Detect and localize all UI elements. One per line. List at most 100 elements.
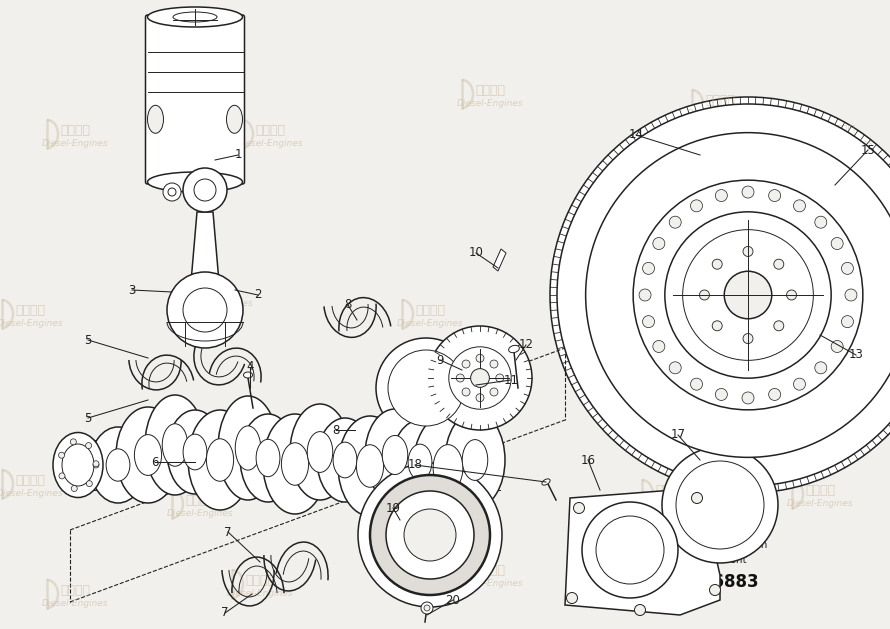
Ellipse shape: [116, 407, 180, 503]
Ellipse shape: [167, 410, 223, 494]
Text: 紫发动力: 紫发动力: [655, 484, 685, 496]
Text: Diesel-Engines: Diesel-Engines: [397, 520, 464, 528]
Ellipse shape: [281, 443, 309, 485]
Circle shape: [662, 447, 778, 563]
Ellipse shape: [226, 105, 242, 133]
Ellipse shape: [356, 445, 384, 487]
Circle shape: [168, 188, 176, 196]
Text: Diesel-Engines: Diesel-Engines: [42, 599, 109, 608]
Circle shape: [70, 439, 77, 445]
Ellipse shape: [508, 345, 520, 353]
Ellipse shape: [317, 418, 373, 502]
Circle shape: [691, 378, 702, 390]
Ellipse shape: [338, 416, 402, 516]
Text: 18: 18: [408, 459, 423, 472]
Text: Diesel-Engines: Diesel-Engines: [0, 489, 63, 499]
Text: 1056883: 1056883: [677, 573, 758, 591]
Circle shape: [550, 97, 890, 493]
Ellipse shape: [162, 424, 188, 466]
Ellipse shape: [445, 412, 505, 508]
Text: 20: 20: [446, 594, 460, 606]
Ellipse shape: [462, 440, 488, 481]
Circle shape: [635, 604, 645, 616]
Circle shape: [462, 360, 470, 368]
Text: Diesel-Engines: Diesel-Engines: [166, 509, 233, 518]
Ellipse shape: [240, 414, 296, 502]
Circle shape: [639, 289, 651, 301]
Text: 11: 11: [504, 374, 519, 386]
Circle shape: [388, 350, 464, 426]
Ellipse shape: [173, 12, 217, 22]
Circle shape: [586, 133, 890, 457]
Text: 紫发动力: 紫发动力: [645, 564, 675, 577]
Circle shape: [476, 354, 484, 362]
Circle shape: [163, 183, 181, 201]
Circle shape: [794, 200, 805, 212]
Text: 紫发动力: 紫发动力: [805, 304, 835, 316]
Text: 紫发动力: 紫发动力: [15, 304, 45, 316]
Text: Diesel-Engines: Diesel-Engines: [457, 99, 523, 108]
Circle shape: [358, 463, 502, 607]
Circle shape: [194, 179, 216, 201]
Ellipse shape: [53, 433, 103, 498]
Text: 1: 1: [234, 148, 242, 162]
Ellipse shape: [218, 396, 278, 500]
Text: 17: 17: [670, 428, 685, 442]
Circle shape: [376, 338, 476, 438]
Ellipse shape: [433, 445, 463, 491]
Circle shape: [676, 461, 764, 549]
Circle shape: [567, 593, 578, 603]
Circle shape: [692, 493, 702, 503]
Ellipse shape: [62, 444, 94, 486]
Ellipse shape: [413, 413, 483, 523]
Text: Diesel-Engines: Diesel-Engines: [787, 320, 854, 328]
Circle shape: [665, 212, 831, 378]
Circle shape: [93, 461, 99, 467]
Circle shape: [815, 362, 827, 374]
Circle shape: [700, 290, 709, 300]
Text: Diesel-Engines: Diesel-Engines: [627, 320, 693, 328]
Circle shape: [449, 347, 511, 409]
Circle shape: [596, 516, 664, 584]
Ellipse shape: [263, 414, 327, 514]
Circle shape: [476, 394, 484, 402]
Circle shape: [462, 388, 470, 396]
Circle shape: [643, 316, 654, 328]
Text: 紫发动力: 紫发动力: [475, 564, 505, 577]
Ellipse shape: [188, 410, 252, 510]
Text: Diesel-Engines: Diesel-Engines: [42, 140, 109, 148]
Text: 紫发动力: 紫发动力: [825, 123, 855, 136]
Circle shape: [643, 262, 654, 274]
Circle shape: [421, 602, 433, 614]
Text: 紫发动力: 紫发动力: [705, 94, 735, 106]
Ellipse shape: [244, 372, 253, 378]
Text: Diesel-Engines: Diesel-Engines: [187, 299, 254, 308]
Ellipse shape: [382, 435, 408, 474]
Text: 4: 4: [247, 360, 254, 374]
Circle shape: [841, 262, 854, 274]
Ellipse shape: [134, 435, 162, 476]
Circle shape: [633, 180, 862, 410]
Circle shape: [582, 502, 678, 598]
Text: 13: 13: [848, 348, 863, 362]
Text: Volvo Construction: Volvo Construction: [668, 540, 767, 550]
Ellipse shape: [148, 7, 242, 27]
Text: 16: 16: [580, 454, 595, 467]
Text: 紫发动力: 紫发动力: [205, 284, 235, 296]
Text: 14: 14: [628, 128, 643, 142]
Text: Diesel-Engines: Diesel-Engines: [237, 140, 303, 148]
Circle shape: [424, 605, 430, 611]
Text: Diesel-Engines: Diesel-Engines: [636, 499, 703, 508]
Ellipse shape: [106, 449, 130, 481]
Text: 紫发动力: 紫发动力: [415, 503, 445, 516]
Circle shape: [691, 200, 702, 212]
Ellipse shape: [307, 431, 333, 472]
Text: Diesel-Engines: Diesel-Engines: [227, 589, 294, 599]
Circle shape: [831, 238, 843, 250]
Circle shape: [769, 189, 781, 201]
Circle shape: [845, 289, 857, 301]
Circle shape: [573, 503, 585, 513]
Ellipse shape: [365, 409, 425, 501]
Circle shape: [831, 340, 843, 352]
Ellipse shape: [409, 444, 432, 480]
